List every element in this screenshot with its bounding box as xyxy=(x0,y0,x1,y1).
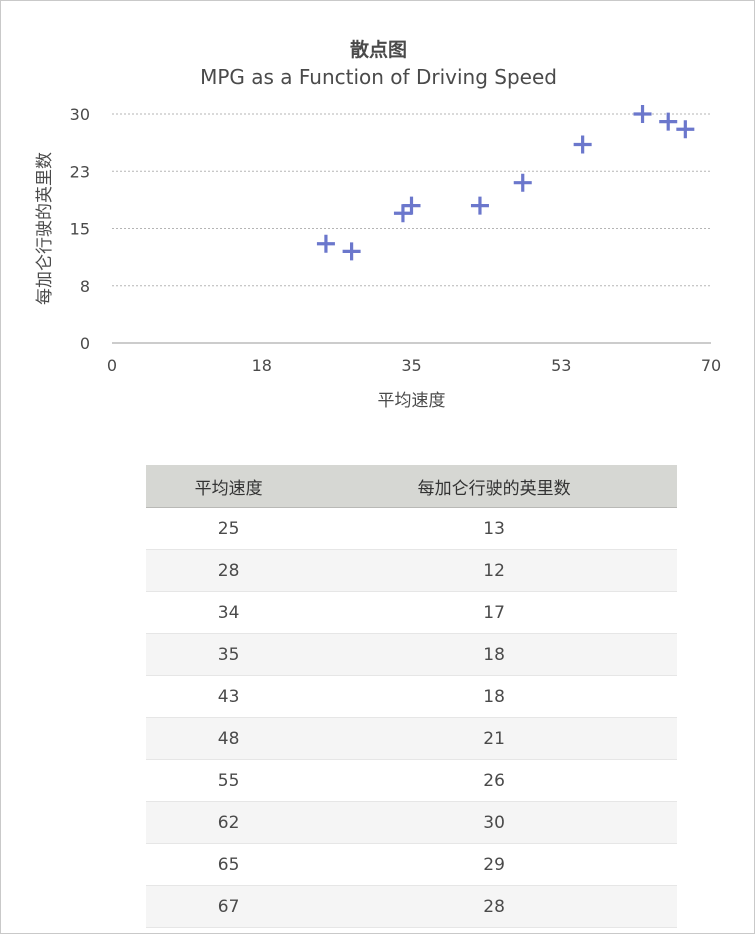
table-row: 28 12 xyxy=(146,549,677,592)
table-cell-mpg: 28 xyxy=(311,885,677,928)
table-row: 34 17 xyxy=(146,591,677,634)
data-point-marker xyxy=(676,120,695,139)
table-cell-mpg: 26 xyxy=(311,759,677,802)
data-point-marker xyxy=(573,135,592,154)
data-point-marker xyxy=(393,204,412,223)
table-cell-speed: 62 xyxy=(146,801,312,844)
data-point-marker xyxy=(633,105,652,123)
x-axis-title: 平均速度 xyxy=(378,391,446,411)
table-cell-speed: 55 xyxy=(146,759,312,802)
y-axis-title: 每加仑行驶的英里数 xyxy=(35,152,55,305)
x-tick-labels: 0 18 35 53 70 xyxy=(107,356,721,375)
table-cell-mpg: 12 xyxy=(311,549,677,592)
table-cell-speed: 48 xyxy=(146,717,312,760)
y-tick-labels: 0 8 15 23 30 xyxy=(70,105,90,353)
table-cell-speed: 28 xyxy=(146,549,312,592)
table-cell-speed: 67 xyxy=(146,885,312,928)
table-row: 67 28 xyxy=(146,885,677,928)
data-point-marker xyxy=(659,112,678,131)
table-row: 35 18 xyxy=(146,633,677,676)
table-cell-mpg: 17 xyxy=(311,591,677,634)
data-point-marker xyxy=(316,234,335,253)
x-tick-label: 70 xyxy=(701,356,721,375)
x-tick-label: 53 xyxy=(551,356,571,375)
table-cell-mpg: 29 xyxy=(311,843,677,886)
chart-subtitle: MPG as a Function of Driving Speed xyxy=(200,65,557,89)
table-row: 62 30 xyxy=(146,801,677,844)
table-cell-mpg: 18 xyxy=(311,675,677,718)
data-point-marker xyxy=(470,196,489,215)
data-point-marker xyxy=(402,196,421,215)
table-row: 43 18 xyxy=(146,675,677,718)
table-row: 48 21 xyxy=(146,717,677,760)
data-table: 平均速度 每加仑行驶的英里数 25 13 28 12 34 17 35 18 43 18 … xyxy=(146,465,677,928)
scatter-plot: 0 8 15 23 30 0 18 35 53 70 平均速度 每加仑行驶的英里数 xyxy=(35,105,721,411)
table-header-row: 平均速度 每加仑行驶的英里数 xyxy=(146,465,677,508)
data-points xyxy=(316,105,695,261)
y-tick-label: 8 xyxy=(80,277,90,296)
data-point-marker xyxy=(513,173,532,192)
table-cell-speed: 43 xyxy=(146,675,312,718)
table-row: 55 26 xyxy=(146,759,677,802)
table-cell-mpg: 13 xyxy=(311,507,677,550)
table-header-speed: 平均速度 xyxy=(146,465,312,508)
table-cell-speed: 65 xyxy=(146,843,312,886)
x-tick-label: 35 xyxy=(401,356,421,375)
y-tick-label: 30 xyxy=(70,105,90,124)
gridlines xyxy=(112,113,711,344)
table-row: 25 13 xyxy=(146,507,677,550)
table-cell-speed: 35 xyxy=(146,633,312,676)
y-tick-label: 23 xyxy=(70,162,90,181)
x-tick-label: 0 xyxy=(107,356,117,375)
table-cell-mpg: 18 xyxy=(311,633,677,676)
y-tick-label: 0 xyxy=(80,334,90,353)
table-cell-speed: 34 xyxy=(146,591,312,634)
chart-title: 散点图 xyxy=(349,39,407,61)
data-point-marker xyxy=(342,242,361,261)
table-cell-mpg: 30 xyxy=(311,801,677,844)
table-cell-mpg: 21 xyxy=(311,717,677,760)
table-row: 65 29 xyxy=(146,843,677,886)
table-cell-speed: 25 xyxy=(146,507,312,550)
y-tick-label: 15 xyxy=(70,220,90,239)
table-header-mpg: 每加仑行驶的英里数 xyxy=(311,465,677,508)
x-tick-label: 18 xyxy=(252,356,272,375)
